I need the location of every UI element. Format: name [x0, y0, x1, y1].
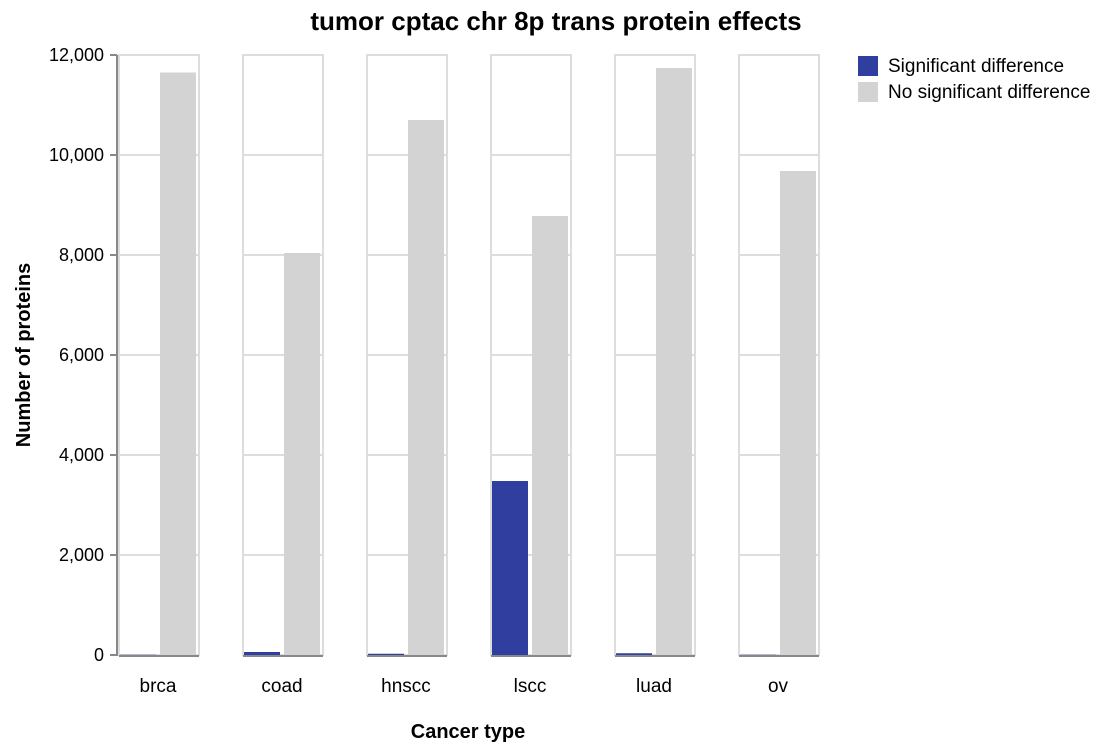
y-axis: 0 2,000 4,000 6,000 8,000 10,000 12,000 [49, 45, 118, 665]
facet-panels: brca coad hnscc lscc luad ov [118, 54, 820, 697]
bar-lscc-not-significant [532, 216, 568, 655]
bar-lscc-significant [492, 481, 528, 655]
y-tick-label: 12,000 [49, 45, 104, 65]
bar-luad-significant [616, 653, 652, 655]
legend: Significant difference No significant dif… [858, 56, 1090, 103]
chart-title: tumor cptac chr 8p trans protein effects [310, 6, 801, 36]
bar-hnscc-not-significant [408, 120, 444, 655]
panel-ov: ov [738, 54, 820, 697]
bar-brca-not-significant [160, 72, 196, 655]
category-label: ov [768, 676, 789, 697]
legend-swatch [858, 82, 878, 102]
x-axis-title: Cancer type [411, 721, 526, 743]
bar-coad-significant [244, 652, 280, 655]
y-tick-label: 8,000 [59, 245, 104, 265]
category-label: brca [140, 676, 177, 697]
y-tick-label: 4,000 [59, 445, 104, 465]
legend-swatch [858, 56, 878, 76]
panel-lscc: lscc [490, 54, 572, 697]
y-tick-label: 2,000 [59, 545, 104, 565]
category-label: lscc [514, 676, 547, 697]
bar-coad-not-significant [284, 253, 320, 655]
bar-ov-not-significant [780, 171, 816, 655]
panel-luad: luad [614, 54, 696, 697]
category-label: hnscc [381, 676, 431, 697]
legend-label: No significant difference [888, 82, 1090, 103]
bar-hnscc-significant [368, 653, 404, 655]
category-label: coad [261, 676, 302, 697]
panel-hnscc: hnscc [366, 54, 448, 697]
panel-coad: coad [242, 54, 324, 697]
y-tick-label: 10,000 [49, 145, 104, 165]
y-tick-label: 6,000 [59, 345, 104, 365]
legend-label: Significant difference [888, 56, 1064, 77]
category-label: luad [636, 676, 672, 697]
y-tick-label: 0 [94, 645, 104, 665]
y-axis-title: Number of proteins [13, 263, 35, 447]
bar-luad-not-significant [656, 68, 692, 655]
panel-brca: brca [118, 54, 200, 697]
